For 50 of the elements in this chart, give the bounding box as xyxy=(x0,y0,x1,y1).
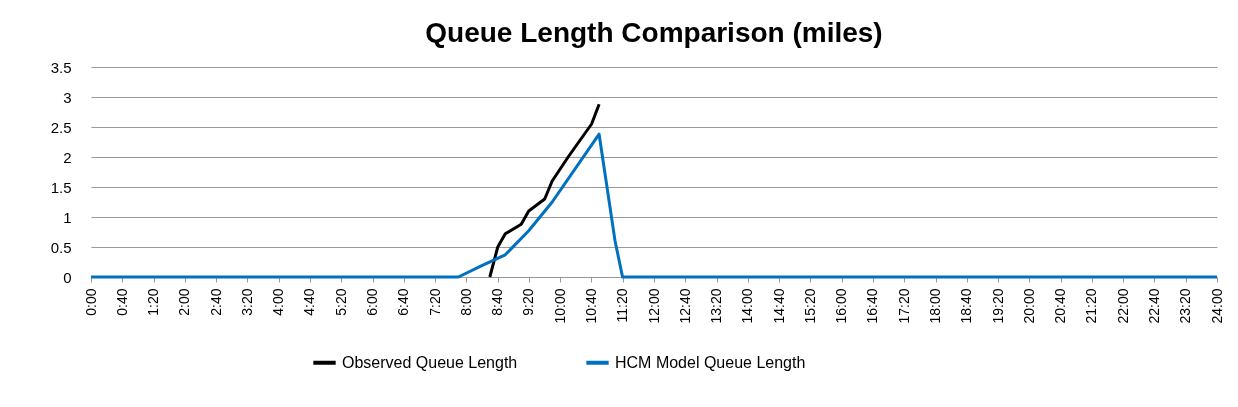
x-tick-label: 6:40 xyxy=(395,288,412,316)
y-tick-label: 1.5 xyxy=(50,178,72,196)
y-tick-label: 1 xyxy=(63,208,72,226)
x-tick-label: 22:00 xyxy=(1114,288,1131,324)
x-tick-label: 15:20 xyxy=(801,288,818,324)
x-tick-label: 20:00 xyxy=(1020,288,1037,324)
x-tick-label: 14:00 xyxy=(739,288,756,324)
x-tick-label: 8:00 xyxy=(457,288,474,316)
x-tick-label: 8:40 xyxy=(489,288,506,316)
x-tick-label: 12:00 xyxy=(645,288,662,324)
line-series xyxy=(488,102,601,279)
x-tick-label: 22:40 xyxy=(1145,288,1162,324)
x-tick-label: 7:20 xyxy=(426,288,443,316)
x-tick-label: 21:20 xyxy=(1083,288,1100,324)
x-tick-label: 16:40 xyxy=(864,288,881,324)
x-tick-label: 2:40 xyxy=(207,288,224,316)
x-tick-label: 9:20 xyxy=(520,288,537,316)
x-tick-label: 5:20 xyxy=(332,288,349,316)
x-tick-label: 6:00 xyxy=(364,288,380,316)
x-tick-label: 10:00 xyxy=(551,288,568,324)
y-tick-label: 2 xyxy=(63,148,72,166)
y-tick-label: 0 xyxy=(63,268,72,286)
x-tick-label: 11:20 xyxy=(614,288,631,323)
y-tick-label: 3 xyxy=(63,88,72,106)
y-tick-label: 2.5 xyxy=(50,118,72,136)
x-tick-label: 2:00 xyxy=(176,288,193,316)
x-tick-label: 19:20 xyxy=(989,288,1006,324)
x-tick-label: 1:20 xyxy=(145,288,162,316)
x-tick-label: 13:20 xyxy=(708,288,725,324)
x-tick-label: 24:00 xyxy=(1208,288,1225,324)
line-series xyxy=(89,132,1219,279)
x-tick-label: 0:40 xyxy=(113,288,130,316)
legend-label: Observed Queue Length xyxy=(342,353,518,371)
legend-label: HCM Model Queue Length xyxy=(615,353,806,371)
x-tick-label: 14:40 xyxy=(770,288,787,324)
x-tick-label: 4:40 xyxy=(301,288,318,316)
x-tick-label: 17:20 xyxy=(895,288,912,324)
x-tick-label: 23:20 xyxy=(1177,288,1194,324)
x-tick-label: 16:00 xyxy=(833,288,850,324)
x-tick-label: 20:40 xyxy=(1052,288,1069,324)
x-tick-label: 12:40 xyxy=(676,288,693,324)
y-tick-label: 0.5 xyxy=(50,238,72,256)
x-tick-label: 18:40 xyxy=(958,288,975,324)
chart-title: Queue Length Comparison (miles) xyxy=(425,17,883,48)
x-tick-label: 4:00 xyxy=(270,288,287,316)
y-tick-label: 3.5 xyxy=(50,58,72,76)
x-tick-label: 18:00 xyxy=(927,288,943,324)
x-tick-label: 0:00 xyxy=(82,288,99,316)
x-tick-label: 10:40 xyxy=(582,288,599,324)
x-tick-label: 3:20 xyxy=(238,288,255,316)
